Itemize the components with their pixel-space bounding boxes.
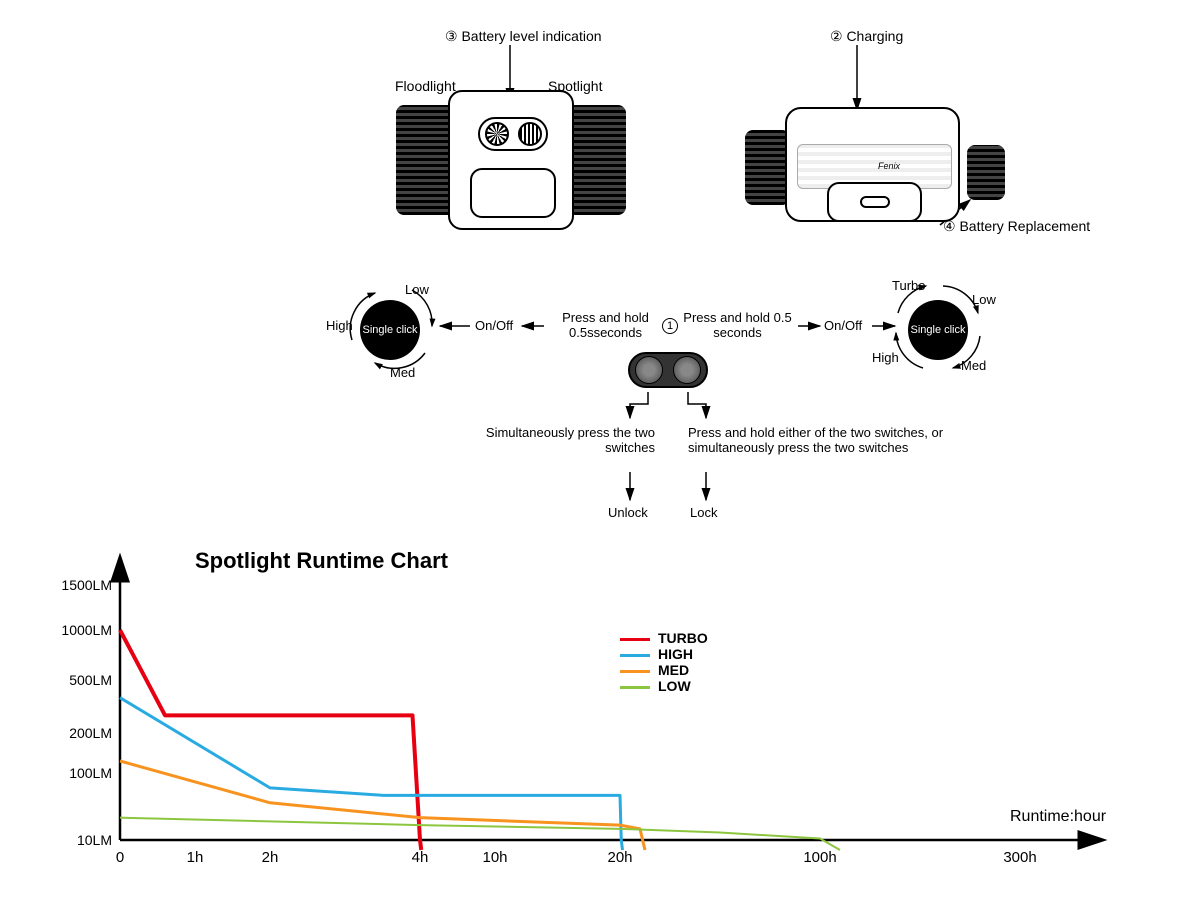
legend-med: MED — [620, 662, 708, 678]
legend-low: LOW — [620, 678, 708, 694]
svg-text:10LM: 10LM — [77, 832, 112, 848]
legend-turbo: TURBO — [620, 630, 708, 646]
svg-text:4h: 4h — [412, 849, 429, 866]
svg-text:1500LM: 1500LM — [61, 577, 112, 593]
mid-arrows — [0, 0, 1200, 540]
svg-text:20h: 20h — [607, 849, 632, 866]
simul-press: Simultaneously press the two switches — [475, 425, 655, 455]
svg-text:0: 0 — [116, 849, 124, 866]
svg-text:10h: 10h — [482, 849, 507, 866]
svg-text:300h: 300h — [1003, 849, 1036, 866]
runtime-chart: 10LM 100LM 200LM 500LM 1000LM 1500LM 0 1h 2h 4h 10… — [60, 540, 1180, 880]
svg-text:1000LM: 1000LM — [61, 622, 112, 638]
svg-text:1h: 1h — [187, 849, 204, 866]
press-either: Press and hold either of the two switche… — [688, 425, 988, 455]
svg-text:200LM: 200LM — [69, 725, 112, 741]
chart-legend: TURBO HIGH MED LOW — [620, 630, 708, 694]
lock-label: Lock — [690, 505, 717, 520]
svg-text:2h: 2h — [262, 849, 279, 866]
svg-text:100h: 100h — [803, 849, 836, 866]
svg-text:100LM: 100LM — [69, 765, 112, 781]
svg-text:500LM: 500LM — [69, 672, 112, 688]
unlock-label: Unlock — [608, 505, 648, 520]
x-axis-title: Runtime:hour — [1010, 808, 1106, 826]
legend-high: HIGH — [620, 646, 708, 662]
